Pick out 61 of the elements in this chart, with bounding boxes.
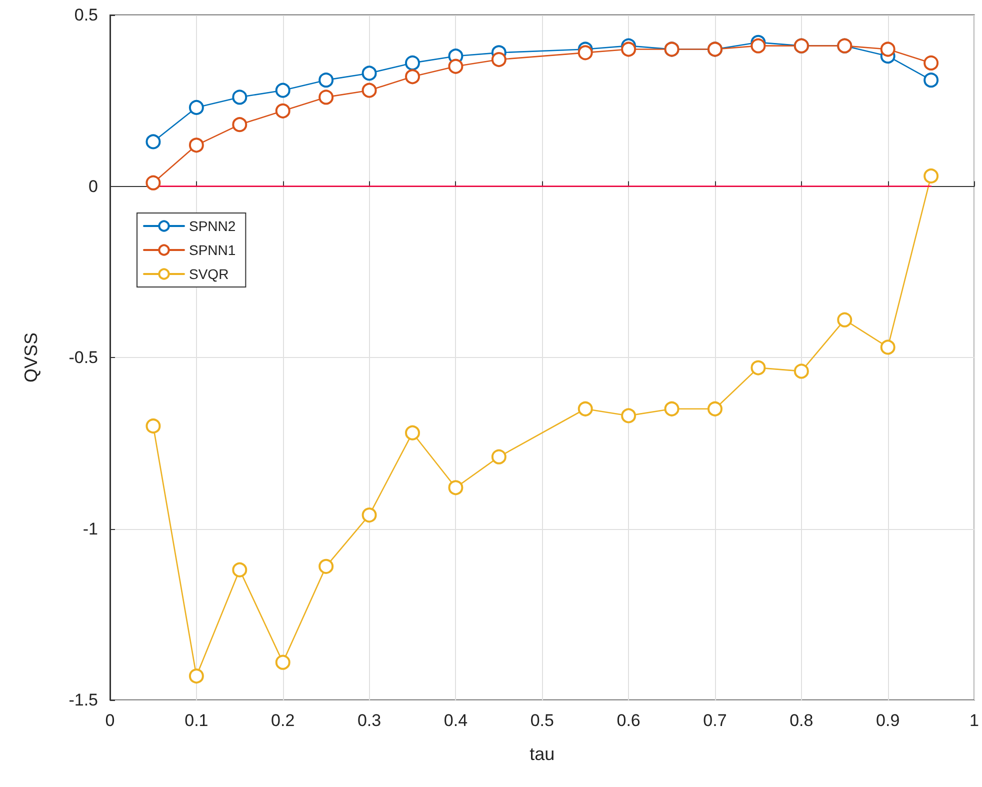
x-axis-title: tau [530, 744, 555, 764]
point [318, 72, 334, 88]
point [448, 480, 464, 496]
x-tick-label: 0.4 [444, 711, 468, 730]
point [837, 312, 852, 328]
x-tick-label: 0.8 [790, 711, 814, 730]
legend-label: SPNN1 [189, 242, 236, 258]
y-tick-label: 0.5 [74, 6, 98, 24]
x-tick-label: 0 [105, 711, 115, 730]
point [232, 117, 248, 132]
x-tick-label: 0.2 [271, 711, 295, 730]
point [924, 55, 939, 70]
point [621, 408, 636, 424]
point [362, 66, 377, 81]
point [275, 82, 290, 98]
point [880, 42, 896, 57]
point [405, 55, 420, 70]
point [362, 82, 377, 98]
x-tick-label: 0.6 [616, 711, 640, 730]
point [924, 72, 939, 88]
y-tick-label: -1 [82, 519, 98, 538]
point [232, 562, 248, 578]
x-tick-label: 0.5 [530, 711, 554, 730]
x-tick-label: 1 [970, 711, 980, 730]
point [146, 134, 161, 150]
point [405, 425, 420, 440]
point [750, 360, 766, 376]
point [318, 558, 334, 574]
point [708, 401, 722, 416]
point [188, 668, 204, 684]
x-tick-label: 0.9 [876, 711, 900, 730]
point [880, 340, 896, 355]
point [275, 103, 290, 118]
y-tick-label: -0.5 [68, 348, 98, 367]
x-tick-label: 0.1 [184, 711, 208, 730]
point [794, 364, 809, 379]
point [750, 38, 766, 54]
x-tick-label: 0.3 [357, 711, 382, 730]
y-tick-label: -1.5 [68, 690, 98, 710]
point [362, 508, 377, 523]
point [275, 654, 290, 670]
legend-label: SPNN2 [189, 218, 236, 234]
y-tick-label: 0 [88, 176, 98, 196]
point [232, 90, 248, 105]
point [146, 418, 161, 434]
point [924, 168, 939, 184]
point [578, 45, 593, 60]
point [405, 69, 420, 84]
y-axis-title: QVSS [21, 332, 41, 383]
point [318, 90, 334, 105]
point [146, 175, 161, 190]
point [188, 138, 204, 153]
point [578, 401, 593, 416]
point [491, 449, 506, 464]
x-tick-label: 0.7 [703, 711, 727, 730]
legend-label: SVQR [189, 266, 229, 282]
point [621, 42, 636, 57]
point [448, 58, 464, 74]
point [664, 401, 680, 416]
point [188, 100, 204, 115]
point [491, 52, 506, 68]
